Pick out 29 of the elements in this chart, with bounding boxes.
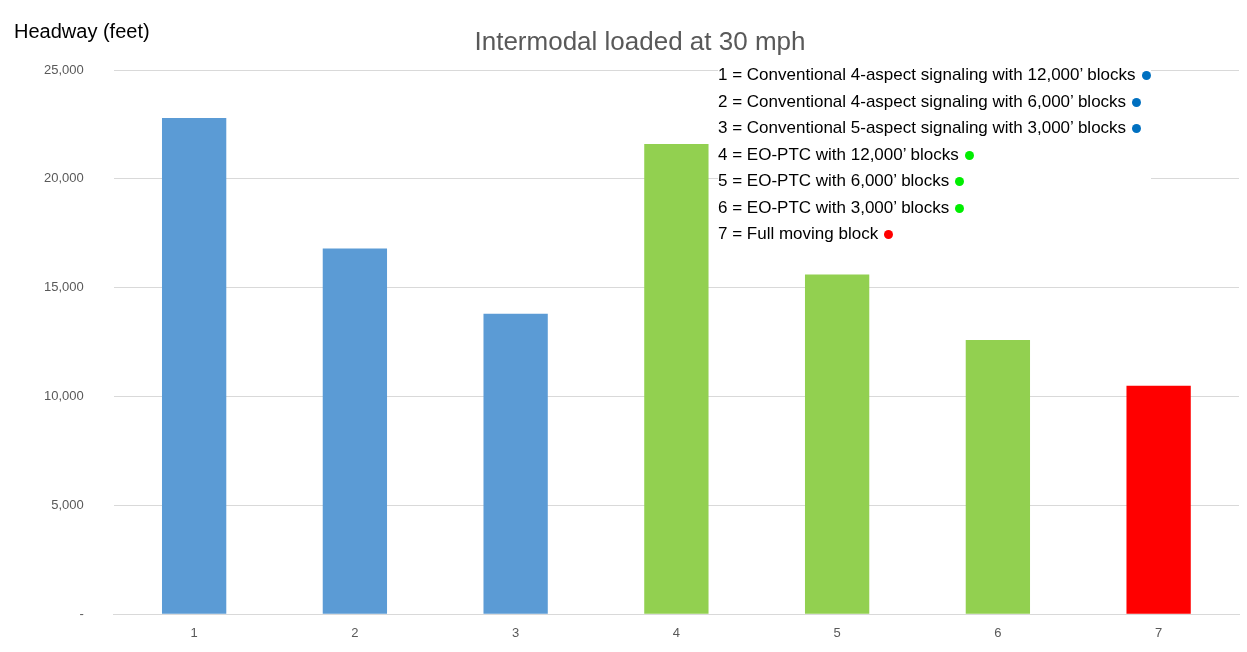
y-tick-label: 20,000 [44, 170, 84, 186]
bar [1126, 385, 1191, 614]
x-tick-label: 3 [512, 624, 520, 640]
bar [804, 274, 870, 614]
x-tick-label: 1 [190, 624, 198, 640]
chart-title: Intermodal loaded at 30 mph [474, 26, 806, 56]
bar [322, 248, 388, 614]
x-tick-label: 4 [672, 624, 680, 640]
y-axis-title: Headway (feet) [14, 20, 150, 42]
annotation: 5 = EO-PTC with 6,000’ blocks [718, 171, 950, 190]
bar [644, 144, 709, 614]
bar [483, 313, 548, 614]
x-tick-label: 2 [351, 624, 359, 640]
annotation: 3 = Conventional 5-aspect signaling with 3,000’ blocks [718, 118, 1127, 137]
y-tick-label: - [79, 605, 84, 621]
x-tick-label: 6 [994, 624, 1002, 640]
y-tick-label: 5,000 [51, 496, 84, 512]
bar [161, 117, 227, 614]
y-tick-label: 10,000 [44, 388, 84, 404]
y-tick-label: 25,000 [44, 61, 84, 77]
annotation: 2 = Conventional 4-aspect signaling with 6,000’ blocks [718, 91, 1127, 111]
x-tick-label: 5 [833, 624, 841, 640]
annotation: 4 = EO-PTC with 12,000’ blocks [718, 144, 959, 164]
x-tick-label: 7 [1155, 624, 1163, 640]
annotation: 6 = EO-PTC with 3,000’ blocks [718, 197, 950, 217]
y-tick-label: 15,000 [44, 279, 84, 295]
bar [965, 339, 1031, 614]
annotation: 7 = Full moving block [718, 224, 879, 243]
annotation: 1 = Conventional 4-aspect signaling with 12,000’ blocks [718, 65, 1136, 84]
